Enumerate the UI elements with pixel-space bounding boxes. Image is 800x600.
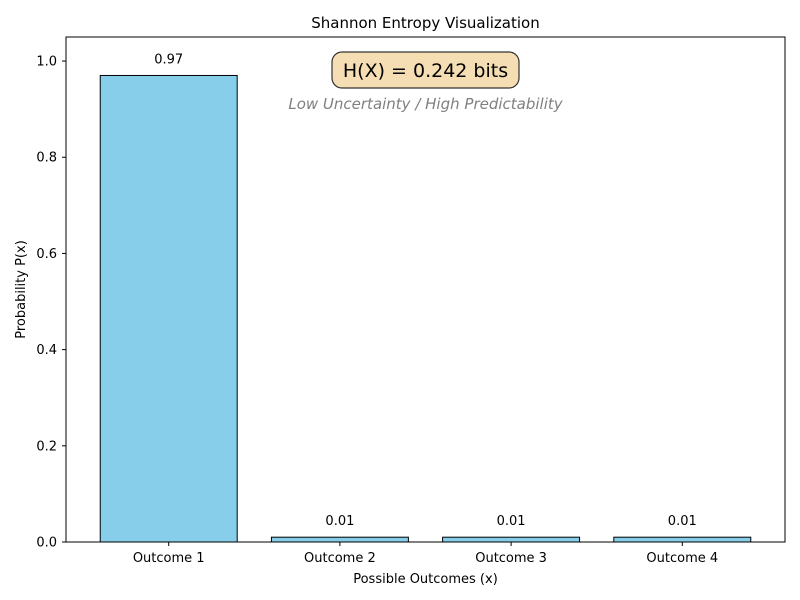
data-label-2: 0.01	[325, 514, 354, 529]
entropy-box	[331, 51, 520, 89]
data-label-4: 0.01	[668, 514, 697, 529]
data-label-1: 0.97	[154, 52, 183, 67]
bar-1	[99, 74, 238, 543]
x-tick-label-2: Outcome 2	[304, 551, 376, 566]
x-tick-label-1: Outcome 1	[133, 551, 205, 566]
plot-frame	[65, 36, 786, 543]
entropy-value: H(X) = 0.242 bits	[343, 60, 508, 82]
bars-layer	[99, 74, 752, 543]
bar-2	[270, 536, 409, 543]
y-tick-label-1: 0.2	[36, 439, 57, 454]
y-tick-label-2: 0.4	[36, 343, 57, 358]
chart-title: Shannon Entropy Visualization	[311, 14, 539, 32]
uncertainty-note: Low Uncertainty / High Predictability	[288, 95, 563, 113]
y-tick-label-0: 0.0	[36, 536, 57, 551]
entropy-annotation: H(X) = 0.242 bits	[331, 51, 520, 89]
bar-3	[442, 536, 581, 543]
y-axis: 0.0 0.2 0.4 0.6 0.8 1.0	[36, 55, 66, 551]
data-labels-layer: 0.97 0.01 0.01 0.01	[154, 52, 697, 529]
y-tick-label-4: 0.8	[36, 151, 57, 166]
y-axis-label: Probability P(x)	[14, 240, 29, 339]
y-tick-label-3: 0.6	[36, 247, 57, 262]
data-label-3: 0.01	[497, 514, 526, 529]
y-tick-label-5: 1.0	[36, 55, 57, 70]
x-tick-label-3: Outcome 3	[475, 551, 547, 566]
bar-4	[613, 536, 752, 543]
x-tick-label-4: Outcome 4	[646, 551, 718, 566]
x-axis-label: Possible Outcomes (x)	[353, 572, 498, 587]
x-axis: Outcome 1 Outcome 2 Outcome 3 Outcome 4	[133, 542, 718, 566]
